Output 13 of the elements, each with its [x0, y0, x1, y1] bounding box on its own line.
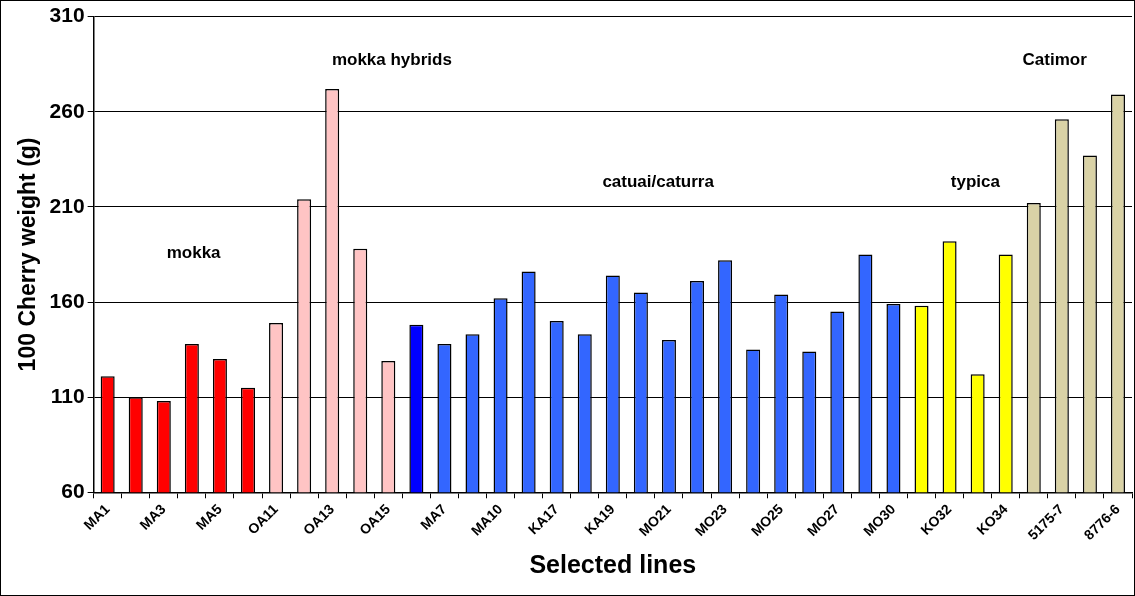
annotation: catuai/caturra [602, 171, 715, 191]
x-axis-title: Selected lines [529, 549, 697, 578]
annotation: typica [950, 171, 1001, 191]
annotation: mokka [166, 243, 222, 263]
annotation: Catimor [1022, 50, 1088, 70]
y-tick-label: 110 [50, 383, 85, 407]
y-tick-label: 310 [49, 3, 85, 27]
y-tick-label: 160 [49, 288, 85, 312]
y-tick-label: 210 [49, 193, 85, 217]
y-tick-label: 260 [49, 98, 85, 122]
y-axis-title: 100 Cherry weight (g) [14, 137, 41, 372]
annotation: mokka hybrids [331, 50, 452, 70]
y-tick-label: 60 [61, 479, 85, 503]
